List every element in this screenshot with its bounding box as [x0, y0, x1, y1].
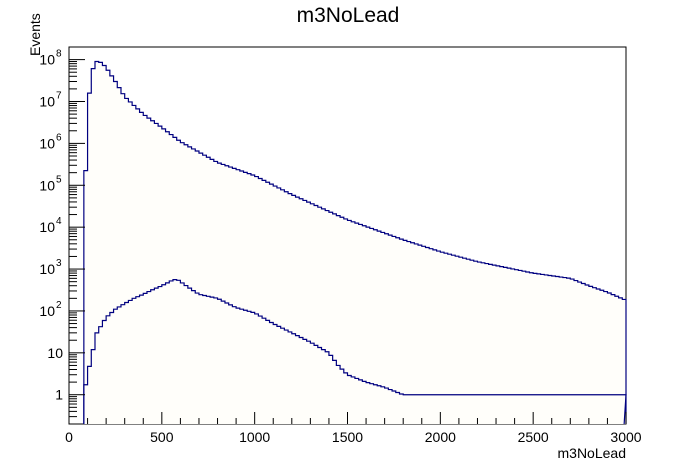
x-tick-label: 2500	[518, 429, 549, 445]
y-tick-label: 10	[39, 303, 55, 319]
x-tick-label: 500	[150, 429, 174, 445]
series-layer	[83, 60, 627, 425]
y-tick-exponent: 4	[56, 216, 62, 227]
x-tick-label: 0	[65, 429, 73, 445]
y-tick-label: 10	[39, 52, 55, 68]
y-tick-label: 10	[39, 93, 55, 109]
x-tick-label: 1000	[239, 429, 270, 445]
y-tick-label: 10	[39, 219, 55, 235]
y-tick-exponent: 8	[56, 49, 62, 60]
y-axis-label: Events	[27, 13, 43, 56]
y-tick-label: 1	[55, 387, 63, 403]
chart-title: m3NoLead	[296, 4, 400, 27]
x-axis-label: m3NoLead	[557, 445, 627, 461]
series-1-histogram	[83, 60, 627, 424]
x-tick-label: 2000	[425, 429, 456, 445]
series-2-histogram	[83, 279, 627, 425]
y-tick-exponent: 7	[56, 90, 62, 101]
y-tick-label: 10	[47, 345, 63, 361]
y-tick-exponent: 6	[56, 132, 62, 143]
x-tick-label: 3000	[610, 429, 641, 445]
y-tick-exponent: 5	[56, 174, 62, 185]
y-tick-label: 10	[39, 177, 55, 193]
y-tick-label: 10	[39, 261, 55, 277]
y-tick-label: 10	[39, 135, 55, 151]
y-tick-exponent: 2	[56, 300, 62, 311]
y-tick-exponent: 3	[56, 258, 62, 269]
x-tick-label: 1500	[332, 429, 363, 445]
